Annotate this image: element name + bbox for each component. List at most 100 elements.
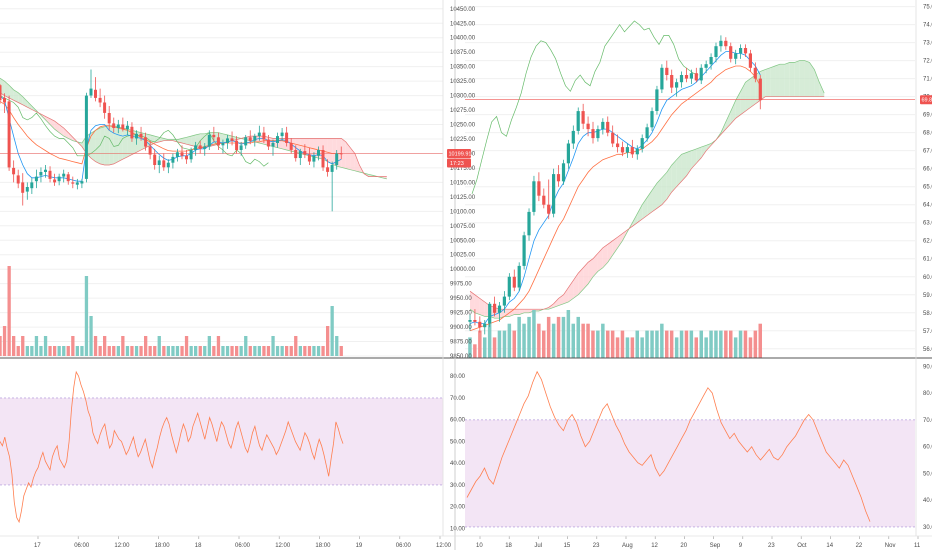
left-candle[interactable]	[75, 178, 79, 190]
left-candle[interactable]	[39, 167, 43, 183]
right-candle[interactable]	[571, 125, 575, 149]
right-candle[interactable]	[542, 188, 546, 209]
left-candle[interactable]	[180, 145, 184, 160]
left-candle[interactable]	[317, 146, 320, 161]
left-candle[interactable]	[0, 84, 2, 104]
right-candle[interactable]	[739, 44, 743, 59]
left-candle[interactable]	[116, 119, 120, 134]
left-candle[interactable]	[276, 132, 279, 148]
left-candle[interactable]	[21, 173, 25, 206]
left-candle[interactable]	[230, 131, 234, 146]
right-candle[interactable]	[709, 53, 713, 70]
left-candle[interactable]	[125, 121, 129, 135]
right-candle[interactable]	[724, 37, 728, 50]
right-candle[interactable]	[719, 35, 723, 52]
right-candle[interactable]	[699, 64, 703, 85]
left-candle[interactable]	[271, 139, 275, 156]
left-candle[interactable]	[339, 146, 343, 160]
left-candle[interactable]	[198, 140, 202, 154]
right-candle[interactable]	[748, 49, 752, 72]
left-candle[interactable]	[16, 169, 20, 189]
left-candle[interactable]	[175, 148, 179, 162]
left-candle[interactable]	[34, 169, 38, 189]
right-candle[interactable]	[561, 159, 566, 185]
left-candle[interactable]	[135, 130, 138, 145]
left-candle[interactable]	[162, 153, 166, 171]
right-candle[interactable]	[704, 60, 708, 74]
left-candle[interactable]	[53, 173, 57, 186]
right-candle[interactable]	[576, 107, 580, 135]
left-candle[interactable]	[3, 93, 6, 113]
right-candle[interactable]	[650, 107, 654, 131]
left-candle[interactable]	[257, 125, 261, 141]
right-candle[interactable]	[591, 121, 595, 144]
left-candle[interactable]	[166, 159, 170, 174]
left-candle[interactable]	[12, 160, 16, 183]
right-candle[interactable]	[522, 231, 526, 270]
left-candle[interactable]	[207, 130, 211, 150]
left-candle[interactable]	[121, 117, 125, 132]
right-candle[interactable]	[606, 116, 610, 137]
right-candle[interactable]	[635, 145, 639, 160]
left-candle[interactable]	[153, 148, 157, 170]
left-candle[interactable]	[212, 126, 216, 142]
left-candle[interactable]	[266, 134, 270, 150]
right-candle[interactable]	[640, 134, 644, 153]
right-candle[interactable]	[556, 165, 561, 187]
left-candle[interactable]	[303, 144, 307, 159]
right-candle[interactable]	[552, 168, 556, 218]
left-candle[interactable]	[189, 147, 193, 163]
right-candle[interactable]	[684, 67, 689, 83]
time-axes[interactable]: 17 06:00 12:00 18:00 18 06:00 12:00 18:00 19 06:0…	[34, 536, 921, 549]
left-candle[interactable]	[294, 145, 298, 162]
left-candle[interactable]	[194, 141, 198, 156]
right-candle[interactable]	[630, 139, 634, 158]
left-candle[interactable]	[57, 173, 61, 186]
right-candle[interactable]	[537, 172, 541, 202]
right-candle[interactable]	[753, 62, 757, 83]
right-candle[interactable]	[532, 175, 536, 216]
right-candle[interactable]	[507, 273, 511, 301]
left-candle[interactable]	[335, 149, 339, 170]
right-candle[interactable]	[665, 60, 669, 81]
right-candle[interactable]	[660, 64, 664, 94]
right-candle[interactable]	[694, 67, 698, 83]
right-candle[interactable]	[743, 44, 748, 58]
right-candle[interactable]	[527, 208, 531, 241]
left-candle[interactable]	[148, 140, 152, 160]
left-candle[interactable]	[253, 133, 257, 147]
right-candle[interactable]	[596, 125, 600, 142]
left-candle[interactable]	[48, 166, 52, 183]
right-candle[interactable]	[581, 103, 585, 130]
left-candle[interactable]	[44, 165, 47, 178]
right-candle[interactable]	[478, 316, 482, 333]
left-candle[interactable]	[289, 138, 293, 154]
right-candle[interactable]	[655, 85, 659, 115]
left-candle[interactable]	[112, 117, 116, 133]
left-candles[interactable]	[0, 69, 343, 212]
left-candle[interactable]	[157, 155, 161, 174]
right-candle[interactable]	[586, 116, 590, 137]
right-candle[interactable]	[625, 143, 629, 158]
left-candle[interactable]	[312, 152, 316, 168]
right-candle[interactable]	[512, 269, 516, 292]
right-candle[interactable]	[670, 69, 674, 94]
left-candle[interactable]	[326, 159, 330, 177]
left-candle[interactable]	[62, 169, 66, 183]
left-candle[interactable]	[103, 95, 107, 119]
right-candle[interactable]	[493, 296, 497, 317]
right-candle[interactable]	[497, 301, 502, 322]
left-candle[interactable]	[239, 141, 243, 156]
left-candle[interactable]	[307, 147, 311, 166]
left-candle[interactable]	[66, 171, 70, 185]
right-candle[interactable]	[483, 319, 487, 335]
right-candle[interactable]	[675, 78, 679, 97]
right-candle[interactable]	[473, 309, 477, 326]
left-candle[interactable]	[185, 149, 188, 164]
right-candle[interactable]	[468, 314, 472, 331]
right-candle[interactable]	[611, 125, 615, 148]
left-candle[interactable]	[235, 136, 239, 154]
right-candle[interactable]	[729, 42, 733, 63]
left-candle[interactable]	[226, 134, 229, 149]
